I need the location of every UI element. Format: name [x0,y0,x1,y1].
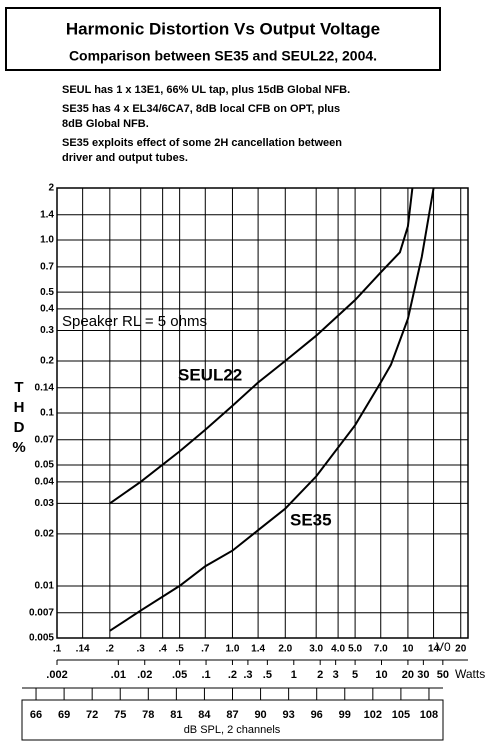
x2-tick-label: .002 [46,669,67,681]
x-axis-label: V0 [436,640,451,654]
x-tick-label: 3.0 [309,644,323,655]
note: driver and output tubes. [62,152,188,164]
x-tick-label: 20 [455,644,467,655]
x-tick-label: 1.4 [251,644,265,655]
x2-tick-label: .5 [263,669,272,681]
y-tick-label: 0.04 [35,476,55,487]
x2-tick-label: 50 [437,669,449,681]
x-tick-label: .1 [53,644,62,655]
x-tick-label: .4 [158,644,167,655]
annotation: Speaker RL = 5 ohms [62,313,207,330]
x-tick-label: .14 [76,644,90,655]
y-axis-label: D [14,419,25,436]
y-tick-label: 0.3 [40,325,54,336]
x3-tick-label: 66 [30,709,42,721]
note: SEUL has 1 x 13E1, 66% UL tap, plus 15dB… [62,84,350,96]
y-tick-label: 1.4 [40,209,54,220]
x3-tick-label: 108 [420,709,438,721]
x2-tick-label: 3 [333,669,339,681]
x-tick-label: .7 [201,644,210,655]
x3-tick-label: 96 [311,709,323,721]
y-tick-label: 0.01 [35,581,55,592]
note: SE35 has 4 x EL34/6CA7, 8dB local CFB on… [62,103,340,115]
y-tick-label: 0.007 [29,607,54,618]
x3-tick-label: 72 [86,709,98,721]
x2-tick-label: 10 [375,669,387,681]
x-tick-label: 5.0 [348,644,362,655]
x3-axis-label: dB SPL, 2 channels [184,724,281,736]
x3-tick-label: 102 [364,709,382,721]
y-axis-label: T [14,379,23,396]
series-line [109,187,414,505]
y-axis-label: % [12,439,25,456]
y-tick-label: 0.14 [35,382,55,393]
x3-tick-label: 69 [58,709,70,721]
y-tick-label: 0.7 [40,261,54,272]
x2-tick-label: 1 [291,669,297,681]
y-tick-label: 0.5 [40,287,54,298]
x2-tick-label: .05 [172,669,187,681]
x-tick-label: 10 [402,644,414,655]
x2-tick-label: 2 [317,669,323,681]
x-tick-label: 1.0 [226,644,240,655]
x-tick-label: .2 [106,644,115,655]
series-label: SE35 [290,510,332,529]
y-tick-label: 1.0 [40,235,54,246]
chart-title: Harmonic Distortion Vs Output Voltage [66,19,380,38]
x2-tick-label: 5 [352,669,358,681]
x3-tick-label: 87 [226,709,238,721]
x-tick-label: .5 [175,644,184,655]
y-tick-label: 0.1 [40,408,54,419]
note: 8dB Global NFB. [62,118,149,130]
y-tick-label: 0.05 [35,460,55,471]
x3-tick-label: 99 [339,709,351,721]
x-tick-label: 14 [428,644,440,655]
chart-subtitle: Comparison between SE35 and SEUL22, 2004… [69,48,377,64]
x2-tick-label: .02 [137,669,152,681]
y-tick-label: 0.005 [29,633,54,644]
y-tick-label: 0.03 [35,498,55,509]
y-tick-label: 2 [48,183,54,194]
y-tick-label: 0.4 [40,304,54,315]
y-axis-label: H [14,399,25,416]
x-tick-label: 2.0 [278,644,292,655]
series-line [109,187,435,632]
x2-tick-label: .1 [201,669,210,681]
x2-tick-label: 30 [417,669,429,681]
x3-tick-label: 75 [114,709,126,721]
x2-tick-label: .01 [111,669,126,681]
x3-tick-label: 84 [198,709,211,721]
series-label: SEUL22 [178,365,242,384]
x2-axis-label: Watts [455,667,485,681]
title-box [5,7,441,71]
x3-tick-label: 105 [392,709,410,721]
y-tick-label: 0.2 [40,356,54,367]
note: SE35 exploits effect of some 2H cancella… [62,137,342,149]
x3-tick-label: 78 [142,709,154,721]
x3-tick-label: 93 [283,709,295,721]
x3-tick-label: 90 [254,709,266,721]
y-tick-label: 0.02 [35,529,55,540]
x2-tick-label: .2 [228,669,237,681]
x2-tick-label: .3 [243,669,252,681]
x2-tick-label: 20 [402,669,414,681]
y-tick-label: 0.07 [35,434,55,445]
x-tick-label: .3 [137,644,146,655]
x-tick-label: 4.0 [331,644,345,655]
x-tick-label: 7.0 [374,644,388,655]
x3-tick-label: 81 [170,709,182,721]
